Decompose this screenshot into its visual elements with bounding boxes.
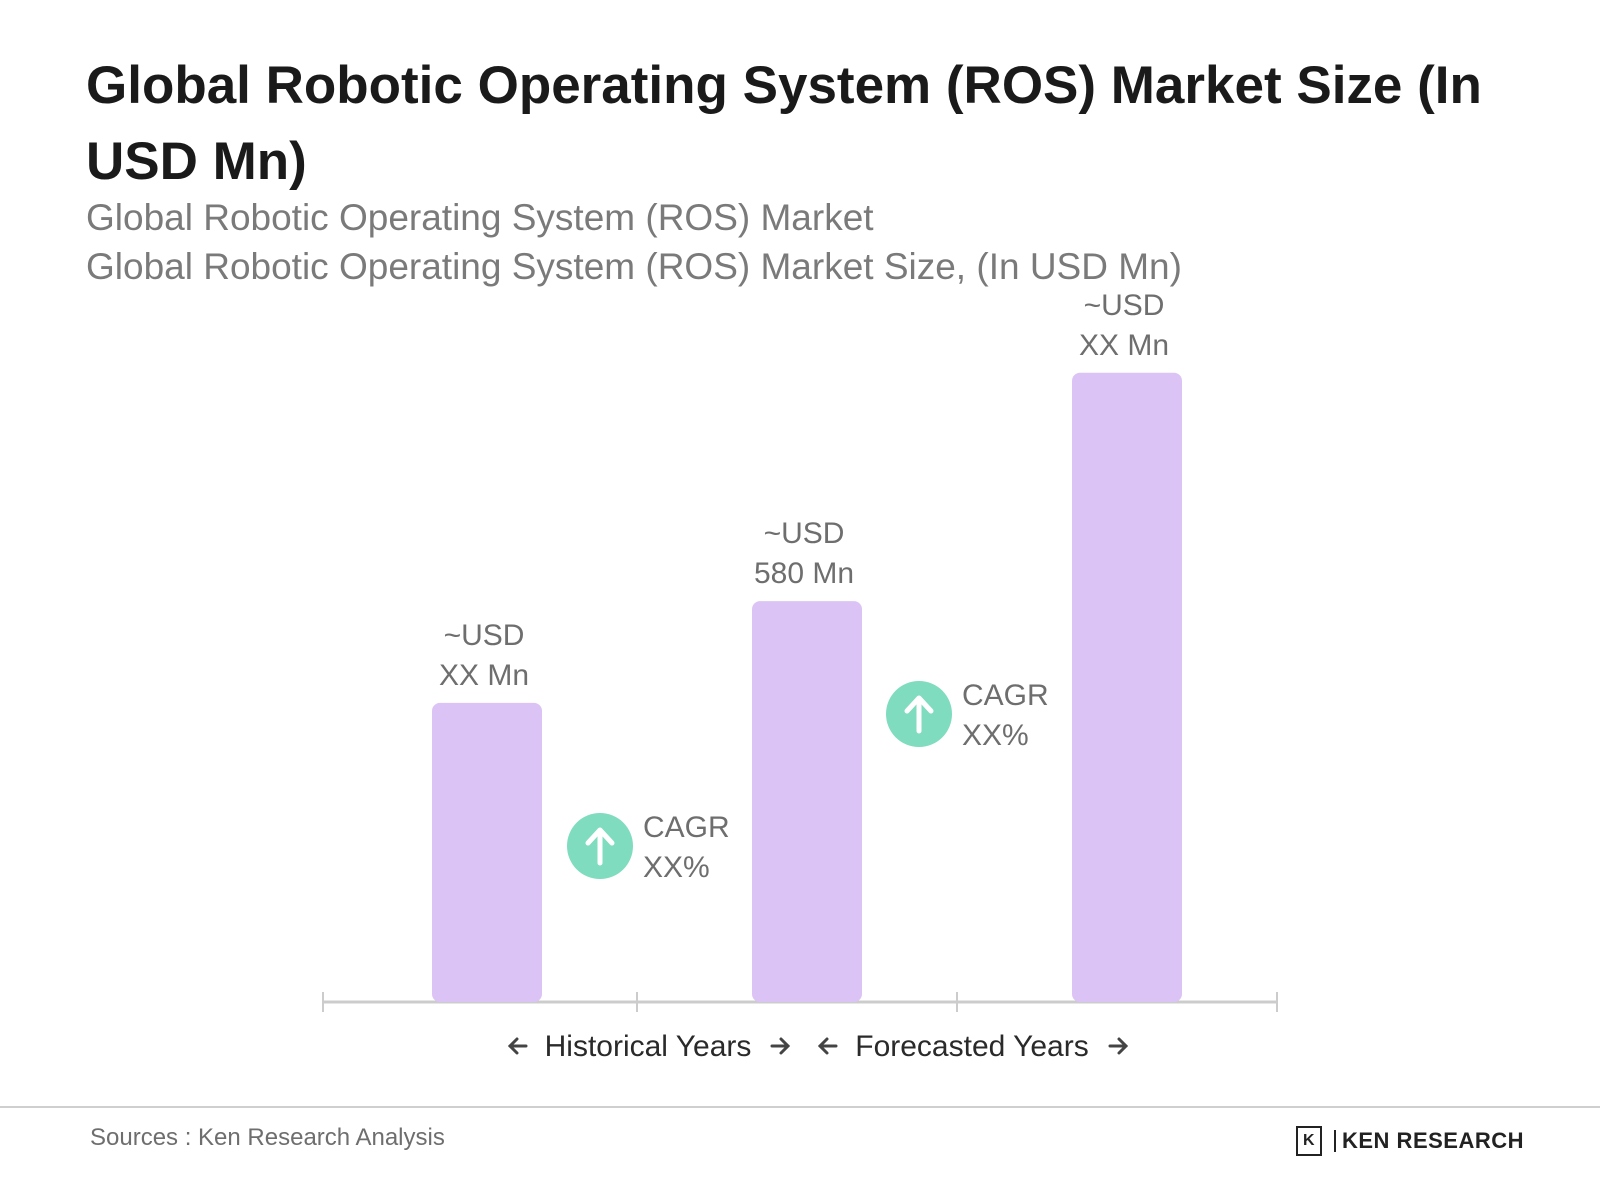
period-label-1: Forecasted Years <box>855 1030 1088 1063</box>
period-left-arrow-icon-0 <box>507 1037 528 1055</box>
period-label-0: Historical Years <box>545 1030 752 1063</box>
cagr-value-1: XX% <box>962 719 1029 752</box>
period-right-arrow-icon-1 <box>1108 1037 1129 1055</box>
bar-1-label-line-1: 580 Mn <box>754 557 854 590</box>
chart-subtitle-2: Global Robotic Operating System (ROS) Ma… <box>86 246 1182 287</box>
ken-research-logo: K KEN RESEARCH <box>1296 1126 1524 1156</box>
bar-2-label-line-0: ~USD <box>1084 289 1165 322</box>
bar-1-label-line-0: ~USD <box>764 517 845 550</box>
cagr-arrow-glyph-0 <box>585 827 615 866</box>
chart-title: Global Robotic Operating System (ROS) Ma… <box>86 56 1482 191</box>
cagr-label-1: CAGR <box>962 679 1049 712</box>
bar-2 <box>1072 372 1182 1002</box>
cagr-value-0: XX% <box>643 851 710 884</box>
bar-1 <box>752 601 862 1002</box>
footer-divider <box>0 1106 1600 1108</box>
bar-chart: ~USD XX Mn ~USD 580 Mn ~USD XX Mn CAGR XX% CAGR X… <box>322 289 1278 1063</box>
chart-subtitle-1: Global Robotic Operating System (ROS) Ma… <box>86 197 874 238</box>
bar-0 <box>432 702 542 1002</box>
logo-text: KEN RESEARCH <box>1342 1128 1525 1153</box>
bar-0-label-line-1: XX Mn <box>439 659 529 692</box>
logo-mark-icon: K <box>1296 1126 1322 1156</box>
cagr-arrow-glyph-1 <box>904 695 934 734</box>
bar-0-label-line-0: ~USD <box>444 619 525 652</box>
logo-separator <box>1334 1130 1336 1152</box>
source-note: Sources : Ken Research Analysis <box>90 1124 445 1151</box>
cagr-label-0: CAGR <box>643 811 730 844</box>
period-left-arrow-icon-1 <box>817 1037 838 1055</box>
period-right-arrow-icon-0 <box>770 1037 791 1055</box>
bar-2-label-line-1: XX Mn <box>1079 329 1169 362</box>
